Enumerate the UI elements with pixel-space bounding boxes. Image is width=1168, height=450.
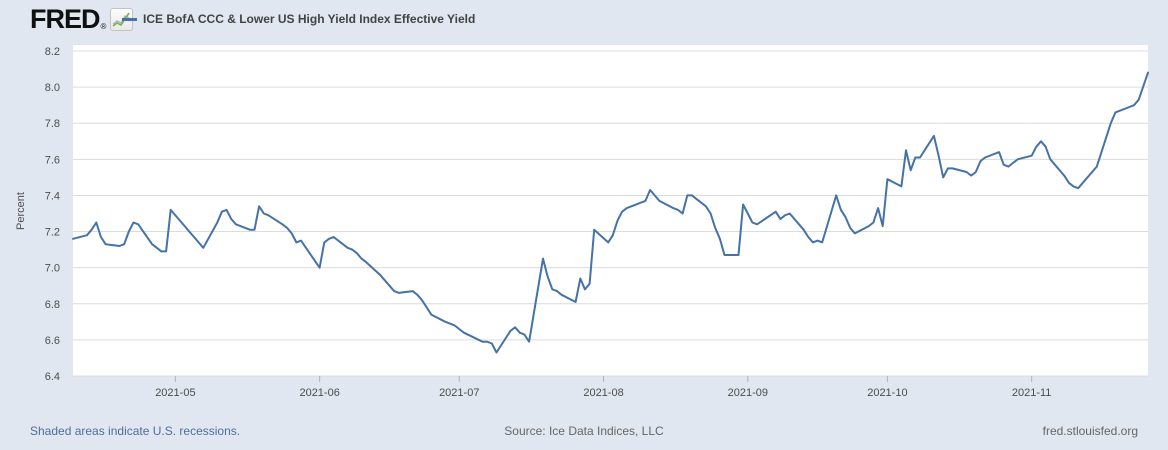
- fred-site-link[interactable]: fred.stlouisfed.org: [1042, 424, 1138, 438]
- y-axis-tick-label: 7.4: [45, 190, 60, 202]
- chart-header: FRED ® ICE BofA CCC & Lower US High Yiel…: [0, 0, 1168, 40]
- y-axis-tick-label: 8.2: [45, 46, 60, 58]
- y-axis-tick-label: 7.6: [45, 154, 60, 166]
- y-axis-tick-label: 8.0: [45, 82, 60, 94]
- x-axis-tick-label: 2021-08: [583, 387, 623, 399]
- y-axis-tick-label: 7.2: [45, 227, 60, 239]
- y-axis-tick-label: 6.6: [45, 335, 60, 347]
- x-axis-tick-label: 2021-09: [728, 387, 768, 399]
- y-axis-tick-label: 7.8: [45, 118, 60, 130]
- chart-footer: Shaded areas indicate U.S. recessions. S…: [0, 424, 1168, 440]
- plot-area[interactable]: [73, 45, 1148, 376]
- yield-line-series[interactable]: [72, 71, 1149, 354]
- x-axis-tick-label: 2021-06: [299, 387, 339, 399]
- y-axis-tick-label: 6.4: [45, 371, 60, 383]
- y-axis-tick-label: 6.8: [45, 299, 60, 311]
- x-axis-tick-label: 2021-10: [867, 387, 907, 399]
- y-axis-tick-label: 7.0: [45, 263, 60, 275]
- legend-line-swatch: [122, 18, 137, 21]
- registered-trademark-mark: ®: [100, 22, 107, 31]
- recession-note-link[interactable]: Shaded areas indicate U.S. recessions.: [30, 424, 241, 438]
- x-axis-tick-label: 2021-07: [439, 387, 479, 399]
- x-axis-tick-label: 2021-05: [155, 387, 195, 399]
- source-text: Source: Ice Data Indices, LLC: [504, 424, 664, 438]
- chart-title: ICE BofA CCC & Lower US High Yield Index…: [143, 12, 476, 26]
- fred-logo-text: FRED: [30, 4, 100, 34]
- fred-logo-link[interactable]: FRED ®: [30, 4, 134, 34]
- x-axis-tick-label: 2021-11: [1012, 387, 1052, 399]
